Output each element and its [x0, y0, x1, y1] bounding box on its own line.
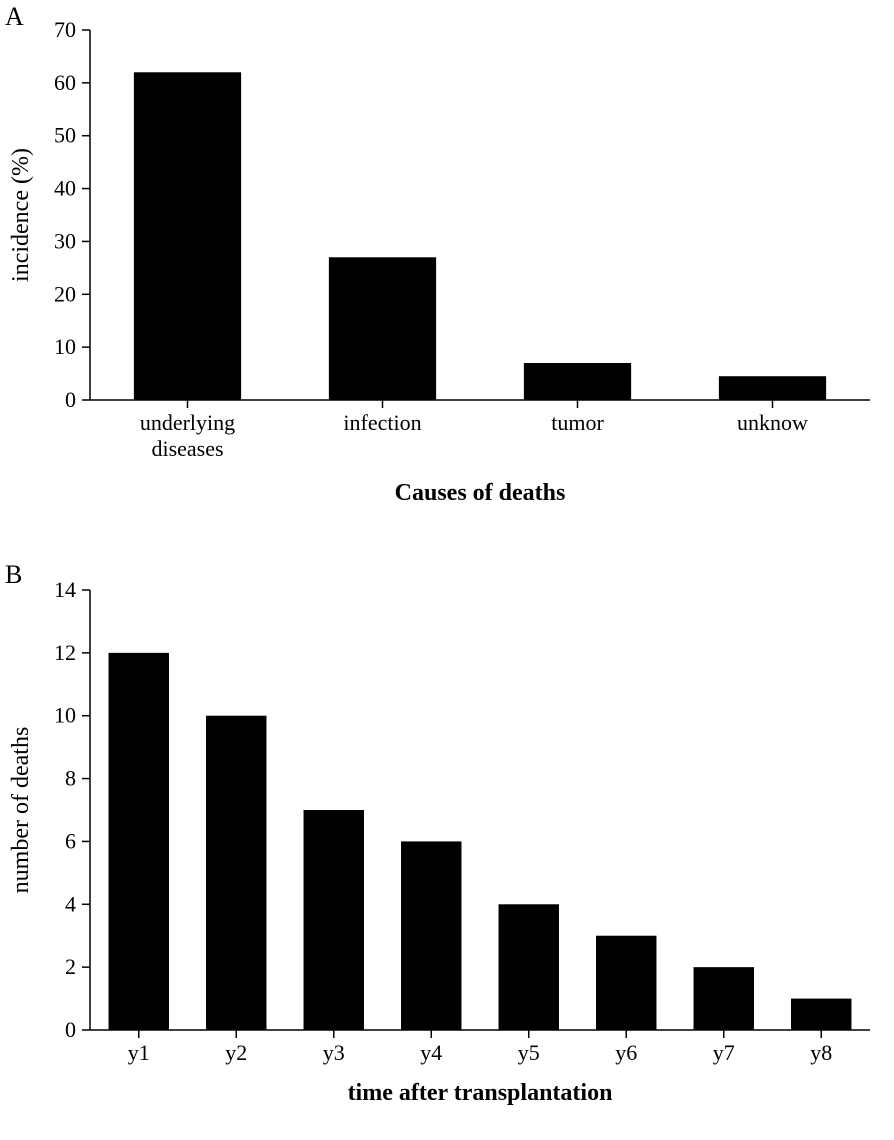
svg-text:0: 0	[65, 1017, 76, 1042]
svg-text:14: 14	[54, 577, 76, 602]
svg-text:y5: y5	[518, 1040, 540, 1065]
svg-text:y7: y7	[713, 1040, 735, 1065]
svg-text:y6: y6	[615, 1040, 637, 1065]
svg-text:2: 2	[65, 954, 76, 979]
svg-text:8: 8	[65, 766, 76, 791]
svg-text:y8: y8	[810, 1040, 832, 1065]
svg-text:y2: y2	[225, 1040, 247, 1065]
svg-text:time after transplantation: time after transplantation	[348, 1080, 613, 1106]
svg-text:6: 6	[65, 828, 76, 853]
chart-b-container: 0 2 4 6 8 10 12 14 y1 y2 y3 y4 y5 y6 y7 y8 number of dea…	[0, 0, 890, 1140]
svg-text:number of deaths: number of deaths	[8, 727, 34, 894]
chart-b-svg: 0 2 4 6 8 10 12 14 y1 y2 y3 y4 y5 y6 y7 y8 number of dea…	[0, 0, 890, 1140]
svg-text:12: 12	[54, 640, 76, 665]
svg-text:10: 10	[54, 703, 76, 728]
svg-text:y3: y3	[323, 1040, 345, 1065]
svg-text:4: 4	[65, 891, 76, 916]
svg-text:y4: y4	[420, 1040, 442, 1065]
svg-text:y1: y1	[128, 1040, 150, 1065]
